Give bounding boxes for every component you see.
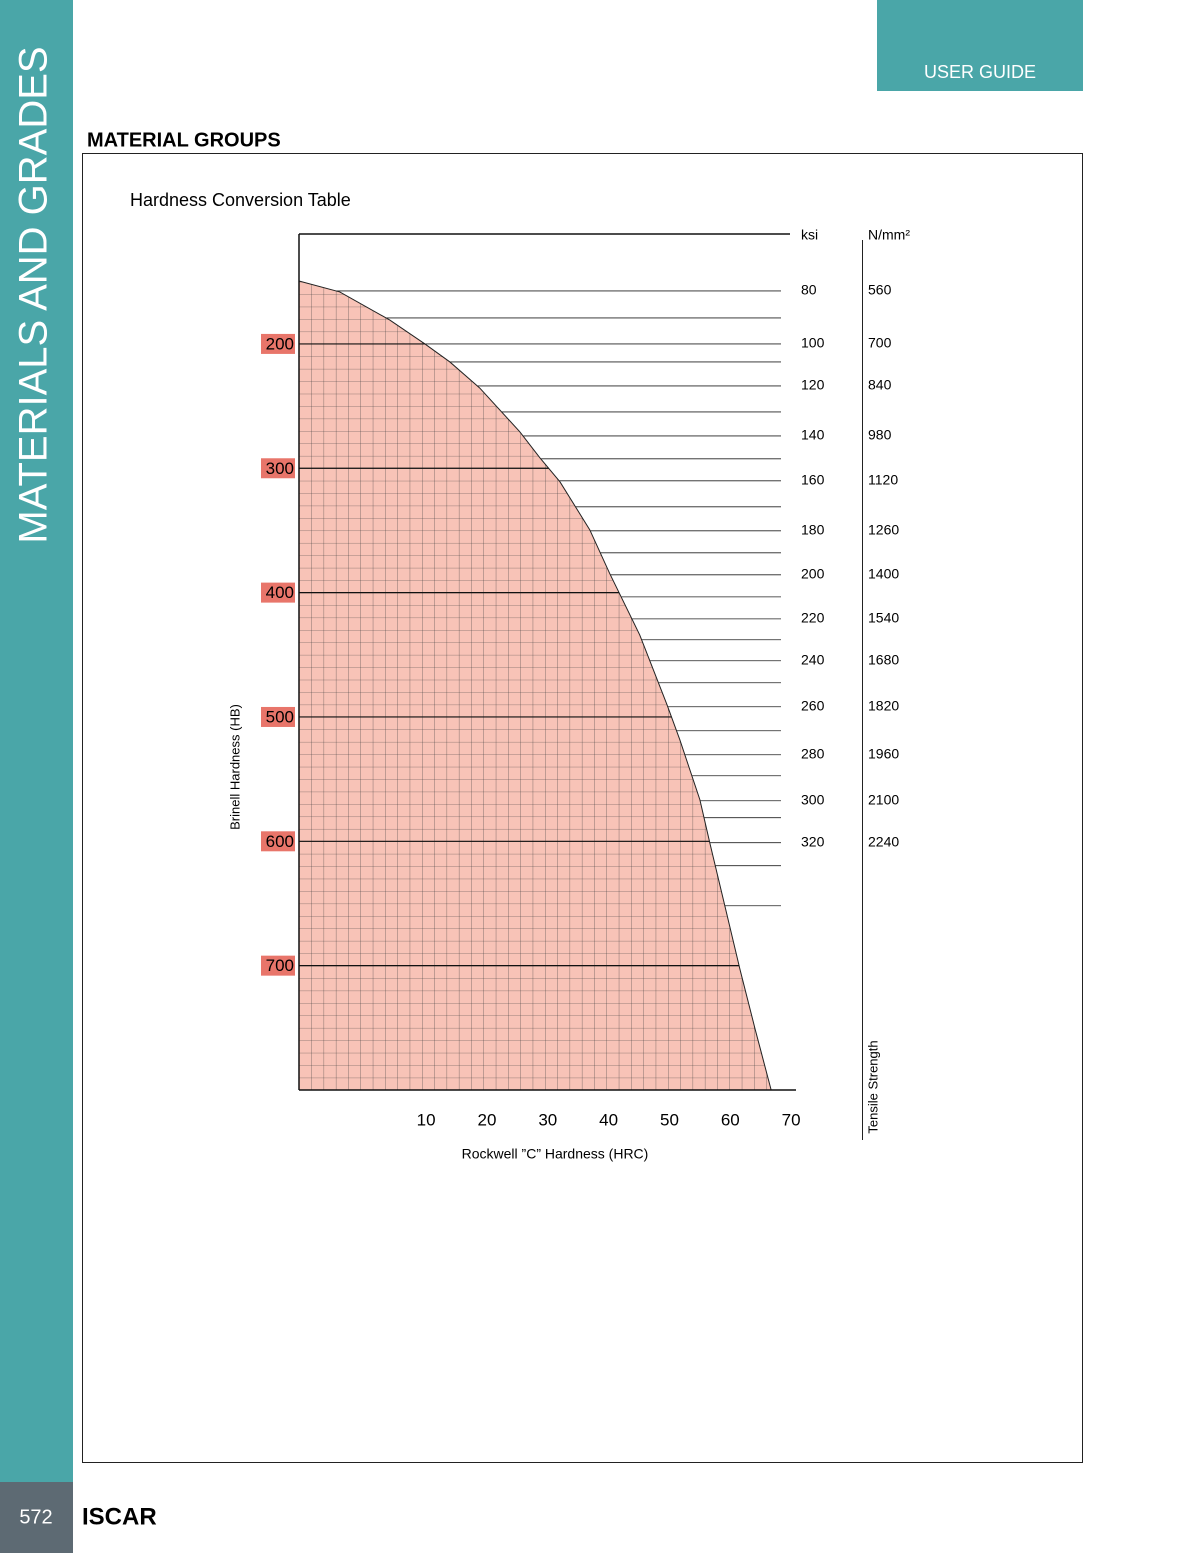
nmm-label: 840 [868, 377, 892, 393]
y-tick-label-bg [261, 333, 295, 354]
nmm-label: 1820 [868, 697, 899, 713]
grid-pattern [299, 281, 772, 1090]
nmm-label: 2100 [868, 791, 899, 807]
nmm-unit: N/mm² [868, 227, 910, 243]
ksi-label: 260 [801, 697, 825, 713]
x-tick-label: 30 [538, 1110, 557, 1129]
x-tick-label: 50 [660, 1110, 679, 1129]
nmm-label: 1260 [868, 522, 899, 538]
plot: 200 300 400 500 600 700 10 20 30 40 50 60 70 80 560 100… [261, 233, 899, 1129]
ksi-label: 280 [801, 745, 825, 761]
y-tick-label-bg [261, 706, 295, 727]
sidebar [0, 0, 73, 1482]
ksi-label: 220 [801, 610, 825, 626]
ksi-label: 160 [801, 472, 825, 488]
ksi-label: 240 [801, 651, 825, 667]
y-tick-label: 700 [266, 956, 294, 975]
header-box [877, 0, 1083, 91]
tensile-title: Tensile Strength [865, 1040, 880, 1133]
sidebar-title: MATERIALS AND GRADES [12, 46, 56, 543]
nmm-label: 560 [868, 282, 892, 298]
x-tick-label: 70 [782, 1110, 801, 1129]
section-title: MATERIAL GROUPS [87, 129, 281, 151]
y-tick-label-bg [261, 582, 295, 603]
x-tick-label: 20 [478, 1110, 497, 1129]
header-title: USER GUIDE [924, 62, 1036, 82]
nmm-label: 1540 [868, 610, 899, 626]
y-tick-label: 600 [266, 832, 294, 851]
y-tick-label: 500 [266, 707, 294, 726]
x-axis-label: Rockwell ”C” Hardness (HRC) [462, 1146, 649, 1162]
chart-title: Hardness Conversion Table [130, 190, 351, 210]
y-tick-label: 300 [266, 459, 294, 478]
nmm-label: 1120 [868, 472, 898, 488]
ksi-unit: ksi [801, 227, 818, 243]
y-tick-label-bg [261, 955, 295, 976]
nmm-label: 700 [868, 335, 892, 351]
page-number: 572 [19, 1506, 52, 1528]
y-axis-label: Brinell Hardness (HB) [227, 704, 242, 830]
page-number-box [0, 1482, 73, 1553]
ksi-label: 300 [801, 791, 825, 807]
content-frame [82, 153, 1083, 1463]
brand: ISCAR [82, 1503, 157, 1530]
x-tick-label: 10 [417, 1110, 436, 1129]
ksi-label: 140 [801, 427, 825, 443]
ksi-label: 80 [801, 282, 817, 298]
nmm-label: 1960 [868, 745, 899, 761]
ksi-label: 200 [801, 566, 825, 582]
nmm-label: 2240 [868, 833, 899, 849]
x-tick-label: 40 [599, 1110, 618, 1129]
ksi-label: 320 [801, 833, 825, 849]
hardness-curve [298, 280, 772, 1090]
x-tick-label: 60 [721, 1110, 740, 1129]
y-tick-label-bg [261, 831, 295, 852]
y-tick-label: 400 [266, 583, 294, 602]
nmm-label: 980 [868, 427, 892, 443]
ksi-label: 120 [801, 377, 825, 393]
y-tick-label: 200 [266, 334, 294, 353]
nmm-label: 1680 [868, 651, 899, 667]
ksi-label: 100 [801, 335, 825, 351]
nmm-label: 1400 [868, 566, 899, 582]
ksi-label: 180 [801, 522, 825, 538]
y-tick-label-bg [261, 458, 295, 479]
